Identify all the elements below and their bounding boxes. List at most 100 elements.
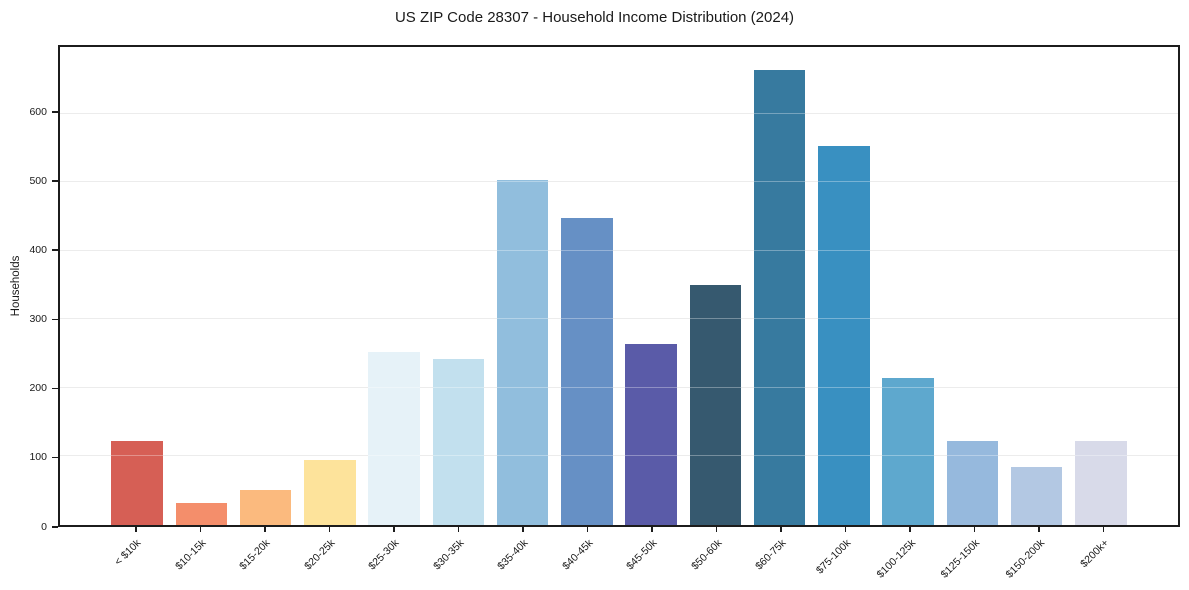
y-tick-mark: [52, 249, 58, 251]
x-tick-mark: [1038, 527, 1040, 532]
y-tick-mark: [52, 387, 58, 390]
x-tick-cell: $50-60k: [684, 527, 749, 587]
x-tick-label: $20-25k: [301, 537, 338, 573]
bar-40-45k: [561, 217, 613, 525]
y-tick-label: 500: [29, 174, 47, 187]
bar-slot: [683, 47, 747, 525]
x-tick-cell: $15-20k: [232, 527, 297, 587]
x-axis: < $10k $10-15k $15-20k $20-25k $25-30k $30-35…: [58, 527, 1180, 587]
y-tick-mark: [52, 111, 58, 113]
bars-layer: [60, 47, 1178, 525]
gridline-300: [60, 318, 1178, 320]
y-tick-mark: [52, 180, 58, 182]
bar-slot: [555, 47, 619, 525]
bar-slot: [105, 47, 169, 525]
bar-slot: [169, 47, 233, 525]
gridline-100: [60, 455, 1178, 457]
bar-slot: [1069, 47, 1133, 525]
bar-slot: [876, 47, 940, 525]
x-tick-cell: $125-150k: [938, 527, 1007, 587]
x-tick-label: < $10k: [112, 537, 144, 568]
bar-75-100k: [818, 146, 870, 525]
x-tick-mark: [715, 527, 718, 532]
x-tick-label: $150-200k: [1003, 537, 1047, 581]
y-tick-label: 600: [29, 105, 47, 118]
x-tick-mark: [199, 527, 202, 532]
bar-slot: [619, 47, 683, 525]
x-tick-label: $45-50k: [624, 537, 660, 573]
x-tick-cell: $45-50k: [619, 527, 684, 587]
bar-slot: [1005, 47, 1069, 525]
gridline-600: [60, 112, 1178, 114]
x-tick-cell: $10-15k: [168, 527, 233, 587]
x-tick-label: $10-15k: [172, 537, 209, 573]
x-tick-cell: $35-40k: [490, 527, 555, 587]
x-tick-label: $25-30k: [366, 537, 402, 573]
bar-30-35k: [432, 359, 485, 525]
x-tick-cell: $150-200k: [1003, 527, 1071, 587]
x-tick-cell: $60-75k: [748, 527, 813, 587]
bar-slot: [362, 47, 426, 525]
bar-slot: [491, 47, 555, 525]
x-tick-cell: $25-30k: [361, 527, 426, 587]
x-tick-cell: $100-125k: [874, 527, 942, 587]
bar-35-40k: [496, 180, 549, 525]
y-axis: 0 100 200 300 400 500 600: [0, 45, 58, 533]
bar-slot: [940, 47, 1004, 525]
x-tick-mark: [1102, 527, 1105, 532]
y-tick-label: 400: [29, 243, 47, 256]
x-tick-label: $40-45k: [559, 537, 596, 573]
x-tick-label: $60-75k: [753, 537, 789, 573]
y-tick-mark: [52, 456, 58, 459]
x-tick-cell: $40-45k: [555, 527, 620, 587]
y-tick-label: 0: [41, 520, 47, 533]
x-tick-mark: [264, 527, 266, 532]
x-tick-cell: < $10k: [103, 527, 168, 587]
bar-slot: [234, 47, 298, 525]
x-tick-mark: [909, 527, 911, 532]
x-tick-label: $30-35k: [430, 537, 467, 573]
y-tick-label: 300: [29, 313, 47, 326]
bar-slot: [812, 47, 876, 525]
x-tick-label: $35-40k: [495, 537, 531, 573]
x-tick-label: $100-125k: [874, 537, 918, 581]
x-tick-label: $200k+: [1078, 537, 1112, 571]
bar-slot: [748, 47, 812, 525]
bar-15-20k: [239, 490, 292, 525]
bar-10k: [111, 441, 163, 525]
y-tick-label: 200: [29, 382, 47, 395]
plot-area: [58, 45, 1180, 527]
x-tick-mark: [522, 527, 524, 532]
x-tick-mark: [457, 527, 460, 532]
x-tick-label: $125-150k: [938, 537, 983, 581]
bar-20-25k: [304, 459, 356, 525]
x-tick-mark: [973, 527, 976, 532]
x-tick-label: $75-100k: [813, 537, 854, 577]
x-tick-label: $50-60k: [688, 537, 725, 573]
x-tick-mark: [780, 527, 782, 532]
bar-slot: [426, 47, 490, 525]
gridline-200: [60, 386, 1178, 388]
x-tick-label: $15-20k: [237, 537, 273, 573]
gridlines-under: [60, 47, 1178, 525]
bar-100-125k: [882, 377, 934, 525]
x-tick-mark: [135, 527, 137, 532]
bar-60-75k: [753, 69, 806, 525]
x-tick-cell: $20-25k: [297, 527, 362, 587]
bar-45-50k: [625, 343, 677, 525]
bar-slot: [298, 47, 362, 525]
chart-title: US ZIP Code 28307 - Household Income Dis…: [394, 9, 795, 26]
bar-150-200k: [1010, 466, 1063, 525]
x-tick-mark: [844, 527, 847, 532]
x-tick-cell: $200k+: [1071, 527, 1136, 587]
y-tick-mark: [52, 526, 58, 528]
y-tick-label: 100: [29, 451, 47, 464]
bar-50-60k: [689, 284, 742, 525]
x-tick-mark: [651, 527, 653, 532]
x-tick-cell: $75-100k: [813, 527, 878, 587]
bar-200k: [1075, 441, 1127, 525]
bar-10-15k: [175, 503, 228, 525]
y-tick-mark: [52, 318, 58, 321]
bar-125-150k: [946, 441, 999, 525]
